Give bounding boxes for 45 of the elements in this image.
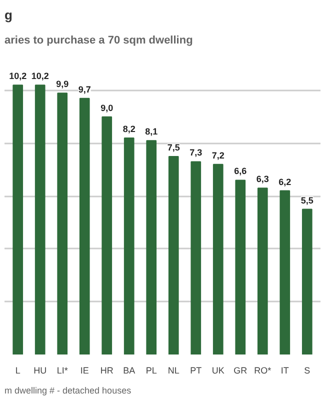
data-label: 6,3 (256, 174, 269, 184)
bar (102, 116, 112, 354)
data-label: 8,2 (122, 124, 136, 134)
data-label: 6,6 (234, 166, 247, 176)
bar (57, 92, 68, 354)
x-tick-label: BA (123, 366, 136, 376)
bar (146, 140, 157, 354)
bar (257, 188, 268, 354)
bar (34, 84, 46, 354)
data-label: 7,5 (167, 142, 180, 152)
x-tick-label: LI* (56, 366, 68, 376)
data-label: 10,2 (31, 71, 49, 82)
x-tick-label: RO* (254, 366, 272, 376)
bar (302, 208, 312, 354)
x-tick-label: IE (80, 366, 89, 376)
x-tick-label: NL (168, 366, 180, 376)
x-tick-label: HR (100, 366, 114, 376)
x-tick-label: UK (212, 366, 224, 376)
data-label: 9,9 (56, 79, 69, 90)
data-label: 5,5 (300, 195, 314, 206)
data-label: 6,2 (278, 176, 292, 187)
bar (235, 180, 246, 354)
bar (124, 137, 134, 354)
data-label: 9,0 (100, 102, 114, 113)
x-tick-label: S (304, 366, 310, 376)
x-tick-label: L (15, 366, 20, 376)
bar (280, 190, 290, 354)
x-tick-label: PL (146, 366, 157, 376)
data-label: 7,3 (190, 148, 202, 158)
data-label: 8,1 (145, 126, 158, 137)
bar (212, 164, 224, 354)
x-tick-label: PT (190, 366, 202, 376)
data-label: 10,2 (9, 71, 27, 82)
x-tick-label: HU (34, 366, 47, 376)
chart-subtitle: aries to purchase a 70 sqm dwelling (4, 34, 193, 46)
chart-title: g (4, 8, 12, 22)
x-tick-label: GR (234, 366, 248, 376)
data-label: 7,2 (212, 150, 224, 160)
bar (190, 161, 202, 354)
bar (168, 156, 179, 354)
text: m dwelling # - detached houses (4, 386, 132, 396)
bar (12, 84, 24, 354)
data-label: 9,7 (78, 84, 91, 94)
bar (79, 98, 90, 354)
x-tick-label: IT (280, 366, 290, 376)
